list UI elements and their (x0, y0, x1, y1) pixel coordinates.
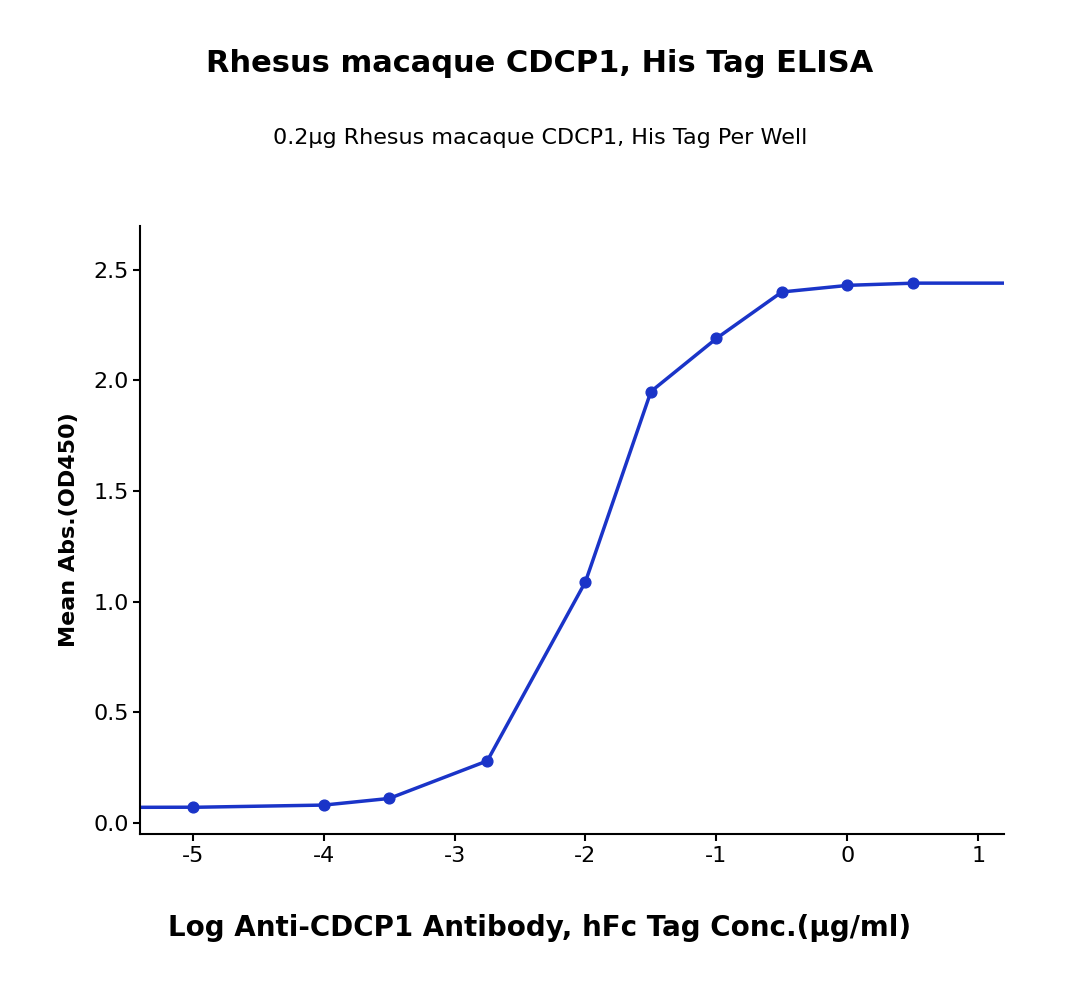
Text: 0.2μg Rhesus macaque CDCP1, His Tag Per Well: 0.2μg Rhesus macaque CDCP1, His Tag Per … (273, 128, 807, 147)
Point (839, 278, 856, 293)
Point (315, 798, 333, 813)
Point (707, 331, 725, 346)
Text: Log Anti-CDCP1 Antibody, hFc Tag Conc.(μg/ml): Log Anti-CDCP1 Antibody, hFc Tag Conc.(μ… (168, 913, 912, 942)
Point (643, 384, 660, 399)
Point (380, 791, 397, 806)
Point (478, 753, 496, 769)
Text: Rhesus macaque CDCP1, His Tag ELISA: Rhesus macaque CDCP1, His Tag ELISA (206, 49, 874, 78)
Point (904, 276, 921, 291)
Y-axis label: Mean Abs.(OD450): Mean Abs.(OD450) (59, 412, 79, 647)
Point (184, 800, 201, 815)
Point (773, 284, 791, 300)
Point (577, 574, 594, 590)
